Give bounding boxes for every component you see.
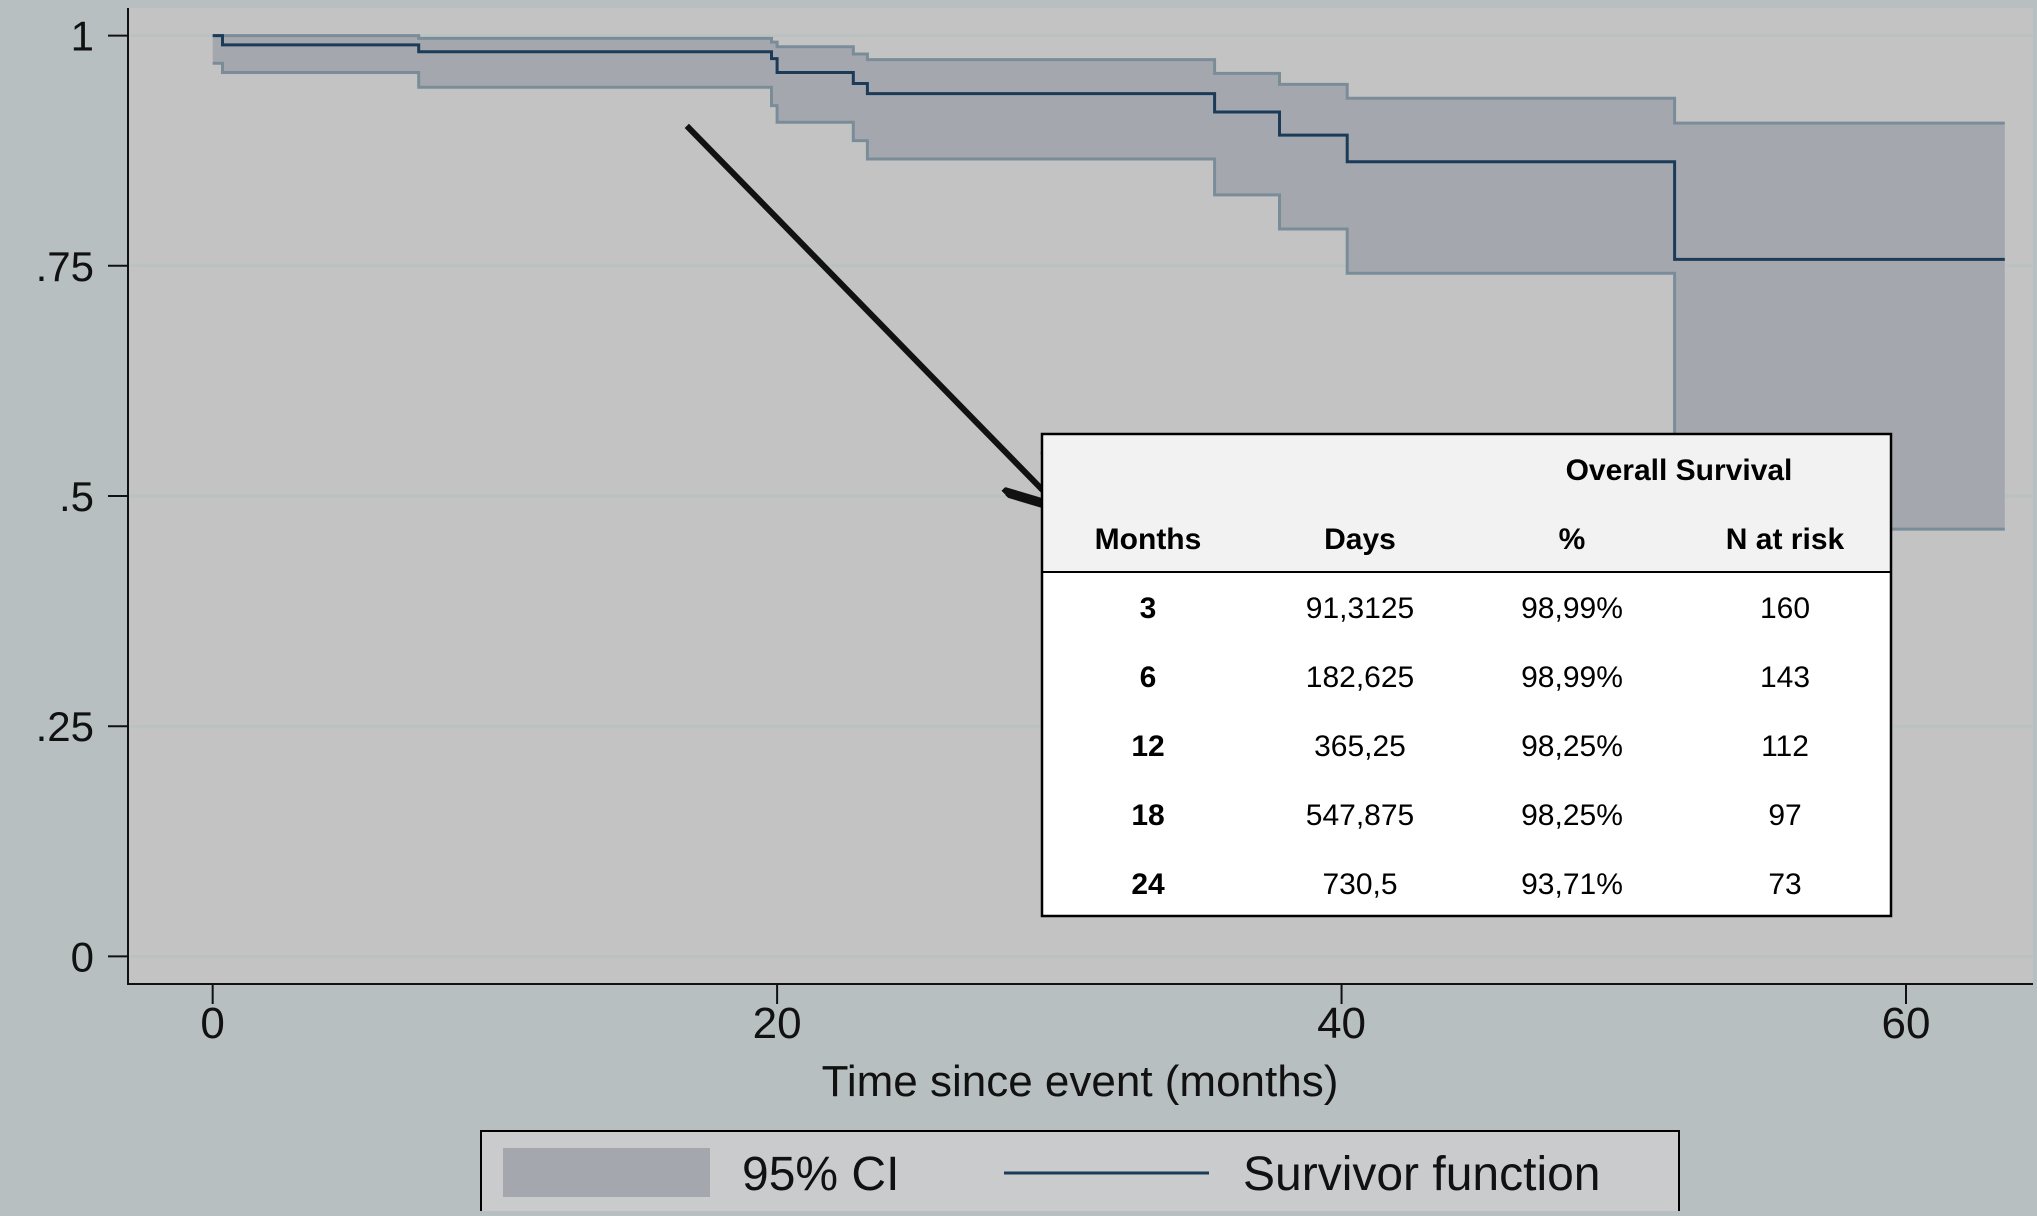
inset-table-cell-r0-c2: 98,99%: [1521, 592, 1623, 625]
x-tick-label-1: 20: [753, 999, 802, 1048]
inset-table-cell-r1-c1: 182,625: [1306, 661, 1414, 694]
inset-table: Overall Survival Months Days% N at risk 3 91,…: [1040, 432, 1893, 918]
inset-table-cell-r4-c2: 93,71%: [1521, 868, 1623, 901]
legend-ci-swatch: [503, 1148, 710, 1197]
inset-table-cell-r2-c1: 365,25: [1314, 730, 1406, 763]
legend: 95% CI Survivor function: [480, 1130, 1680, 1216]
y-tick-label-2: .5: [59, 473, 94, 520]
inset-table-cell-r0-c0: 3: [1140, 592, 1157, 625]
annotation-arrow: [684, 123, 1057, 504]
inset-table-col-header-2: %: [1559, 523, 1586, 556]
inset-table-cell-r3-c0: 18: [1131, 799, 1164, 832]
inset-table-super-header: Overall Survival: [1566, 454, 1793, 487]
inset-table-cell-r3-c2: 98,25%: [1521, 799, 1623, 832]
ci-band: [212, 35, 2005, 530]
ci-upper-line: [212, 34, 2005, 125]
x-tick-label-2: 40: [1317, 999, 1366, 1048]
inset-table-col-header-3: N at risk: [1726, 523, 1845, 556]
inset-table-cell-r0-c1: 91,3125: [1306, 592, 1414, 625]
axes: 0 .25 .5 .75 1 0 20 40 60 Time since event (month…: [36, 8, 2033, 1106]
inset-table-cell-r4-c0: 24: [1131, 868, 1165, 901]
inset-table-col-header-0: Months: [1095, 523, 1202, 556]
inset-table-cell-r4-c1: 730,5: [1322, 868, 1397, 901]
inset-table-cell-r0-c3: 160: [1760, 592, 1810, 625]
inset-table-cell-r1-c2: 98,99%: [1521, 661, 1623, 694]
inset-table-cell-r4-c3: 73: [1768, 868, 1801, 901]
inset-table-col-header-1: Days: [1324, 523, 1396, 556]
x-tick-label-3: 60: [1882, 999, 1931, 1048]
legend-survivor-label: Survivor function: [1243, 1148, 1601, 1201]
annotation-arrow-group: [684, 123, 1057, 504]
y-tick-label-3: .75: [36, 243, 94, 290]
survivor-function-line: [212, 34, 2005, 261]
inset-table-cell-r1-c0: 6: [1140, 661, 1157, 694]
survivor-line-group: [212, 34, 2005, 261]
y-tick-label-4: 1: [71, 13, 94, 60]
inset-table-cell-r3-c1: 547,875: [1306, 799, 1414, 832]
ci-band-group: [212, 34, 2005, 531]
inset-table-header-bg: [1043, 435, 1890, 572]
legend-ci-label: 95% CI: [742, 1148, 899, 1201]
ci-lower-line: [212, 61, 2005, 531]
y-tick-label-1: .25: [36, 703, 94, 750]
y-tick-label-0: 0: [71, 933, 94, 980]
x-axis-title: Time since event (months): [822, 1057, 1339, 1106]
inset-table-cell-r2-c3: 112: [1761, 730, 1809, 763]
inset-table-cell-r1-c3: 143: [1760, 661, 1810, 694]
inset-table-cell-r2-c0: 12: [1131, 730, 1164, 763]
inset-table-cell-r3-c3: 97: [1768, 799, 1801, 832]
x-tick-label-0: 0: [200, 999, 224, 1048]
inset-table-cell-r2-c2: 98,25%: [1521, 730, 1623, 763]
